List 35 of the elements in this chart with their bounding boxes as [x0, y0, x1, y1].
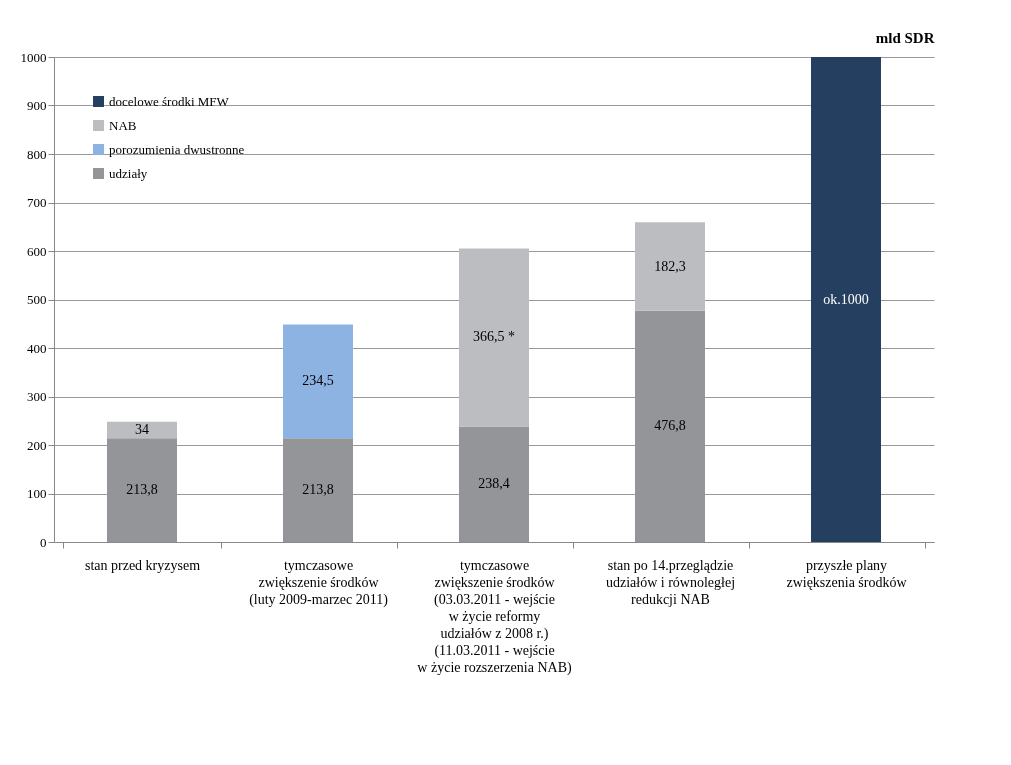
y-tick-label: 200 — [27, 437, 47, 453]
x-tick-label: przyszłe plany zwiększenia środków — [786, 557, 908, 590]
bar — [107, 421, 177, 439]
data-label: 182,3 — [654, 258, 686, 274]
data-label: 238,4 — [478, 476, 510, 492]
data-label: 366,5 * — [473, 329, 515, 345]
bar — [283, 324, 353, 439]
bar — [635, 222, 705, 311]
y-tick-label: 0 — [40, 534, 47, 550]
data-label: 34 — [135, 422, 149, 438]
y-tick-label: 100 — [27, 486, 47, 501]
data-label: 234,5 — [302, 373, 334, 389]
legend-label: udziały — [109, 165, 148, 181]
x-tick-label: tymczasowe zwiększenie środków (03.03.2011 - wejście w życie reformy udziałów z 2008 r.) (11.03.2011 - wejście w życie rozszerzenia NAB) — [417, 557, 572, 676]
y-axis-title: mld SDR — [875, 29, 935, 46]
y-tick-label: 300 — [27, 389, 47, 404]
data-label: ok.1000 — [823, 291, 869, 307]
y-tick-label: 900 — [27, 98, 47, 113]
x-tick-label: stan przed kryzysem — [84, 557, 201, 573]
bar — [811, 57, 881, 542]
x-tick-label: stan po 14.przeglądzie udziałów i równoległej redukcji NAB — [605, 557, 736, 607]
data-label: 213,8 — [302, 482, 334, 498]
legend-label: docelowe środki MFW — [109, 93, 230, 109]
data-label: 213,8 — [126, 482, 158, 498]
y-tick-label: 700 — [27, 195, 47, 210]
y-tick-label: 400 — [27, 340, 47, 356]
y-tick-label: 600 — [27, 243, 47, 259]
bar — [459, 248, 529, 427]
legend-label: NAB — [109, 117, 137, 133]
y-tick-label: 800 — [27, 146, 47, 162]
y-tick-label: 500 — [27, 292, 47, 307]
legend-label: porozumienia dwustronne — [109, 141, 245, 157]
y-tick-label: 1000 — [20, 49, 47, 65]
x-tick-label: tymczasowe zwiększenie środków (luty 2009-marzec 2011) — [249, 557, 389, 608]
data-label: 476,8 — [654, 418, 686, 434]
